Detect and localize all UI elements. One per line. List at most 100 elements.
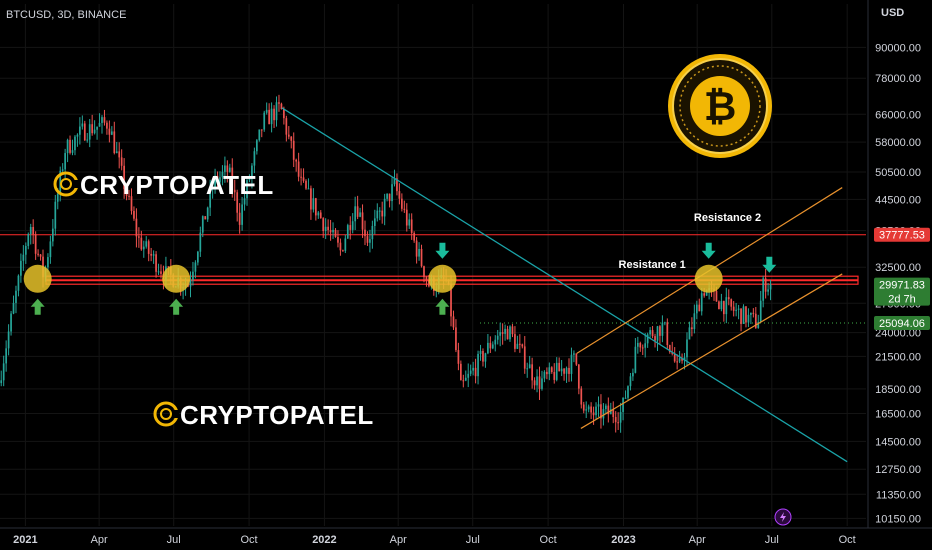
candle-body[interactable] xyxy=(359,212,361,217)
candle-body[interactable] xyxy=(467,373,470,378)
candle-body[interactable] xyxy=(558,362,561,372)
candle-body[interactable] xyxy=(312,198,315,210)
candle-body[interactable] xyxy=(66,139,69,154)
candle-body[interactable] xyxy=(307,188,310,190)
candle-body[interactable] xyxy=(37,253,39,255)
candle-body[interactable] xyxy=(386,193,388,199)
candle-body[interactable] xyxy=(110,131,113,135)
candle-body[interactable] xyxy=(659,326,661,336)
candle-body[interactable] xyxy=(408,219,411,226)
candle-body[interactable] xyxy=(747,314,750,323)
candle-body[interactable] xyxy=(285,118,288,135)
candle-body[interactable] xyxy=(568,367,570,374)
candle-body[interactable] xyxy=(732,306,735,311)
candle-body[interactable] xyxy=(479,350,482,354)
candle-body[interactable] xyxy=(17,275,20,291)
candle-body[interactable] xyxy=(769,284,772,290)
candle-body[interactable] xyxy=(302,177,305,181)
candle-body[interactable] xyxy=(0,380,3,384)
candle-body[interactable] xyxy=(113,131,116,153)
candle-body[interactable] xyxy=(378,210,381,212)
candle-body[interactable] xyxy=(219,177,221,183)
candle-body[interactable] xyxy=(703,293,706,296)
candle-body[interactable] xyxy=(646,334,649,344)
candle-body[interactable] xyxy=(644,343,647,348)
candle-body[interactable] xyxy=(236,192,239,213)
candle-body[interactable] xyxy=(391,184,393,202)
candle-body[interactable] xyxy=(253,151,256,166)
candle-body[interactable] xyxy=(243,198,246,205)
candle-body[interactable] xyxy=(47,257,49,268)
candle-body[interactable] xyxy=(337,237,339,243)
candle-body[interactable] xyxy=(614,417,617,423)
candle-body[interactable] xyxy=(349,225,352,230)
candle-body[interactable] xyxy=(7,331,10,349)
candle-body[interactable] xyxy=(546,371,548,375)
candle-body[interactable] xyxy=(108,128,111,135)
candle-body[interactable] xyxy=(491,344,494,349)
candle-body[interactable] xyxy=(128,195,130,197)
candle-body[interactable] xyxy=(339,242,342,251)
candle-body[interactable] xyxy=(673,353,676,362)
candle-body[interactable] xyxy=(455,327,457,351)
candle-body[interactable] xyxy=(649,330,651,335)
candle-body[interactable] xyxy=(725,297,728,315)
candle-body[interactable] xyxy=(51,228,54,242)
candle-body[interactable] xyxy=(722,301,725,315)
candle-body[interactable] xyxy=(516,343,519,349)
candle-body[interactable] xyxy=(383,198,386,217)
candle-body[interactable] xyxy=(587,406,590,410)
candle-body[interactable] xyxy=(718,301,720,310)
candle-body[interactable] xyxy=(550,367,553,373)
candle-body[interactable] xyxy=(462,380,465,382)
candle-body[interactable] xyxy=(334,229,337,238)
candle-body[interactable] xyxy=(5,348,8,364)
candle-body[interactable] xyxy=(145,241,148,247)
candle-body[interactable] xyxy=(607,405,610,415)
candle-body[interactable] xyxy=(577,364,580,389)
candle-body[interactable] xyxy=(523,346,526,369)
candle-body[interactable] xyxy=(636,342,639,347)
candle-body[interactable] xyxy=(351,221,354,230)
candle-body[interactable] xyxy=(371,225,374,240)
candle-body[interactable] xyxy=(79,126,81,135)
candle-body[interactable] xyxy=(541,378,543,389)
candle-body[interactable] xyxy=(730,299,733,307)
candle-body[interactable] xyxy=(688,327,691,340)
candle-body[interactable] xyxy=(192,271,194,280)
candle-body[interactable] xyxy=(632,372,634,377)
candle-body[interactable] xyxy=(317,212,320,216)
candle-body[interactable] xyxy=(477,353,479,377)
candle-body[interactable] xyxy=(324,226,327,232)
candle-body[interactable] xyxy=(142,246,145,250)
price-axis[interactable]: USD 90000.00 78000.00 66000.00 58000.00 5050… xyxy=(867,0,932,550)
candle-body[interactable] xyxy=(125,189,128,196)
candle-body[interactable] xyxy=(619,411,622,423)
candle-body[interactable] xyxy=(428,279,430,287)
candle-body[interactable] xyxy=(322,218,325,232)
candle-body[interactable] xyxy=(106,122,108,129)
candle-body[interactable] xyxy=(573,353,575,355)
candle-body[interactable] xyxy=(767,289,769,292)
candle-body[interactable] xyxy=(661,322,664,336)
candle-body[interactable] xyxy=(376,210,379,219)
candle-body[interactable] xyxy=(575,353,578,365)
candle-body[interactable] xyxy=(361,212,364,230)
candle-body[interactable] xyxy=(727,297,730,300)
candle-body[interactable] xyxy=(612,409,615,418)
candle-body[interactable] xyxy=(54,201,57,229)
candle-body[interactable] xyxy=(346,225,349,239)
candle-body[interactable] xyxy=(533,380,536,386)
candle-body[interactable] xyxy=(487,342,489,354)
candle-body[interactable] xyxy=(310,188,312,210)
candle-body[interactable] xyxy=(484,353,487,362)
descending-trendline[interactable] xyxy=(281,107,848,463)
candle-body[interactable] xyxy=(209,188,212,208)
candle-body[interactable] xyxy=(22,254,25,261)
candle-body[interactable] xyxy=(553,372,556,380)
candle-body[interactable] xyxy=(580,388,583,405)
candle-body[interactable] xyxy=(597,404,600,407)
candle-body[interactable] xyxy=(76,134,79,137)
candle-body[interactable] xyxy=(152,254,155,256)
candle-body[interactable] xyxy=(600,404,602,419)
